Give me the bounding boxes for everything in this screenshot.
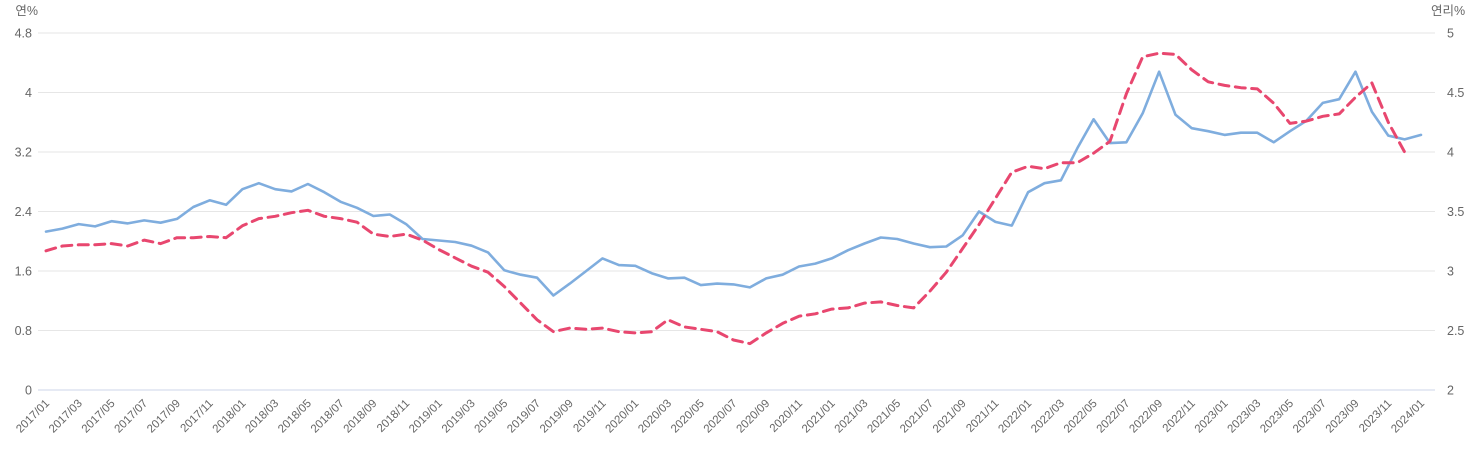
left-axis-tick-labels: 4.8 4 3.2 2.4 1.6 0.8 0 xyxy=(15,27,32,398)
right-axis-tick-label: 3.5 xyxy=(1447,205,1464,219)
x-axis-tick-label: 2023/01 xyxy=(1193,398,1231,436)
left-axis-title: 연% xyxy=(15,4,38,18)
blue-solid-series[interactable] xyxy=(44,70,1423,297)
x-axis-tick-label: 2019/05 xyxy=(473,398,511,436)
x-axis-tick-label: 2019/07 xyxy=(505,398,543,436)
x-axis-tick-label: 2022/07 xyxy=(1095,398,1133,436)
left-axis-tick-label: 2.4 xyxy=(15,205,32,219)
x-axis-tick-label: 2017/07 xyxy=(112,398,150,436)
x-axis-tick-label: 2020/01 xyxy=(604,398,642,436)
x-axis-tick-label: 2024/01 xyxy=(1389,398,1427,436)
x-axis-tick-label: 2020/03 xyxy=(636,398,674,436)
right-axis-tick-label: 2 xyxy=(1447,384,1454,398)
x-axis-tick-label: 2021/03 xyxy=(833,398,871,436)
gridlines xyxy=(38,32,1435,391)
x-axis-tick-label: 2023/09 xyxy=(1324,398,1362,436)
right-axis-tick-label: 4.5 xyxy=(1447,86,1464,100)
x-axis-tick-label: 2021/05 xyxy=(865,398,903,436)
right-axis-tick-label: 4 xyxy=(1447,146,1454,160)
x-axis-tick-label: 2020/07 xyxy=(702,398,740,436)
right-axis-title: 연리% xyxy=(1431,4,1465,18)
x-axis-tick-label: 2021/01 xyxy=(800,398,838,436)
x-axis-tick-labels: 2017/012017/032017/052017/072017/092017/… xyxy=(14,398,1427,436)
x-axis-tick-label: 2018/09 xyxy=(342,398,380,436)
x-axis-tick-label: 2018/05 xyxy=(276,398,314,436)
x-axis-tick-label: 2023/11 xyxy=(1357,398,1394,435)
x-axis-tick-label: 2017/11 xyxy=(179,398,216,435)
x-axis-tick-label: 2019/01 xyxy=(407,398,445,436)
left-axis-tick-label: 1.6 xyxy=(15,265,32,279)
x-axis-tick-label: 2020/05 xyxy=(669,398,707,436)
x-axis-tick-label: 2021/07 xyxy=(898,398,936,436)
x-axis-tick-label: 2023/03 xyxy=(1226,398,1264,436)
x-axis-tick-label: 2018/07 xyxy=(309,398,347,436)
x-axis-tick-label: 2022/05 xyxy=(1062,398,1100,436)
x-axis-tick-label: 2017/01 xyxy=(14,398,52,436)
x-axis-tick-label: 2023/07 xyxy=(1291,398,1329,436)
right-axis-tick-labels: 5 4.5 4 3.5 3 2.5 2 xyxy=(1447,27,1464,398)
x-axis-tick-label: 2023/05 xyxy=(1258,398,1296,436)
right-axis-tick-label: 2.5 xyxy=(1447,324,1464,338)
x-axis-tick-label: 2018/11 xyxy=(375,398,412,435)
x-axis-tick-label: 2022/03 xyxy=(1029,398,1067,436)
left-axis-tick-label: 3.2 xyxy=(15,146,32,160)
x-axis-tick-label: 2022/09 xyxy=(1127,398,1165,436)
left-axis-tick-label: 4.8 xyxy=(15,27,32,41)
x-axis-tick-label: 2017/09 xyxy=(145,398,183,436)
x-axis-tick-label: 2018/03 xyxy=(243,398,281,436)
x-axis-tick-label: 2021/11 xyxy=(964,398,1001,435)
x-axis-tick-label: 2017/03 xyxy=(47,398,85,436)
x-axis-tick-label: 2019/09 xyxy=(538,398,576,436)
left-axis-tick-label: 0 xyxy=(25,384,32,398)
x-axis-tick-label: 2019/11 xyxy=(571,398,608,435)
left-axis-tick-label: 4 xyxy=(25,86,32,100)
x-axis-tick-label: 2020/09 xyxy=(734,398,772,436)
x-axis-tick-label: 2020/11 xyxy=(768,398,805,435)
x-axis-tick-label: 2018/01 xyxy=(211,398,249,436)
x-axis-tick-label: 2022/11 xyxy=(1161,398,1198,435)
x-axis-tick-label: 2017/05 xyxy=(80,398,118,436)
right-axis-tick-label: 5 xyxy=(1447,27,1454,41)
x-axis-tick-label: 2019/03 xyxy=(440,398,478,436)
right-axis-tick-label: 3 xyxy=(1447,265,1454,279)
pink-dashed-series[interactable] xyxy=(44,51,1407,346)
x-axis-tick-label: 2022/01 xyxy=(996,398,1034,436)
x-axis-tick-label: 2021/09 xyxy=(931,398,969,436)
left-axis-tick-label: 0.8 xyxy=(15,324,32,338)
